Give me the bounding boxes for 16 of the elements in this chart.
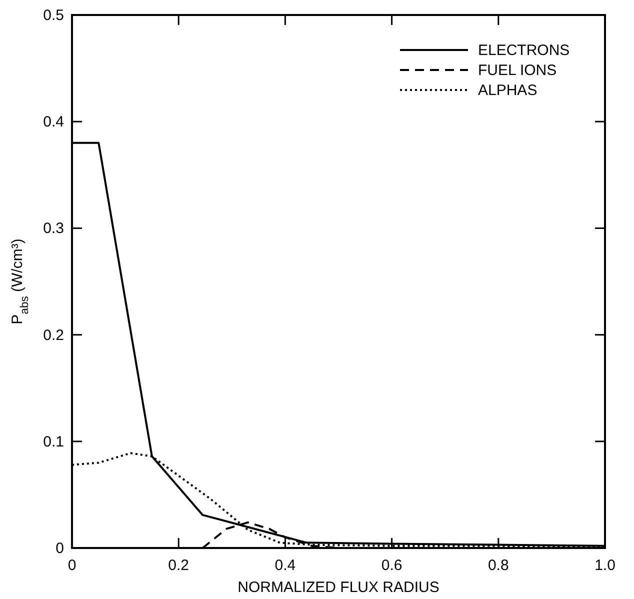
x-tick-label: 0.6 [381,557,402,574]
y-tick-label: 0.4 [43,114,64,131]
x-tick-label: 0 [68,557,76,574]
x-axis-title: NORMALIZED FLUX RADIUS [238,579,440,596]
x-tick-label: 0.2 [168,557,190,574]
legend-label: ELECTRONS [478,42,570,59]
y-tick-label: 0.2 [43,326,64,344]
y-tick-label: 0.5 [43,7,64,24]
x-tick-label: 0.4 [274,557,296,574]
y-tick-label: 0 [56,540,64,557]
legend-label: FUEL IONS [478,62,557,79]
y-tick-label: 0.3 [43,220,64,238]
y-tick-label: 0.1 [43,433,64,450]
legend-label: ALPHAS [478,82,538,99]
x-tick-label: 0.8 [488,557,509,574]
x-tick-label: 1.0 [594,557,616,574]
